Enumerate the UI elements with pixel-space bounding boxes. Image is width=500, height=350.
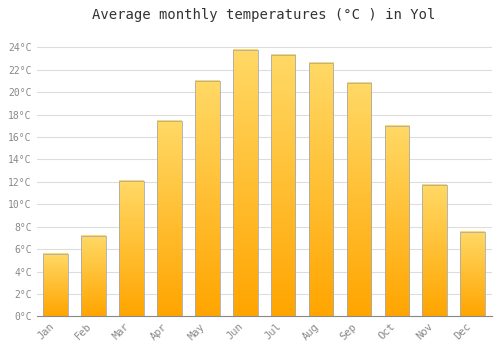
Bar — [119, 181, 144, 316]
Bar — [157, 121, 182, 316]
Bar — [271, 55, 295, 316]
Bar — [195, 81, 220, 316]
Bar — [308, 63, 334, 316]
Bar — [422, 185, 447, 316]
Bar — [346, 83, 372, 316]
Bar — [233, 49, 258, 316]
Bar — [44, 254, 68, 316]
Bar — [460, 232, 485, 316]
Title: Average monthly temperatures (°C ) in Yol: Average monthly temperatures (°C ) in Yo… — [92, 8, 436, 22]
Bar — [81, 236, 106, 316]
Bar — [384, 126, 409, 316]
